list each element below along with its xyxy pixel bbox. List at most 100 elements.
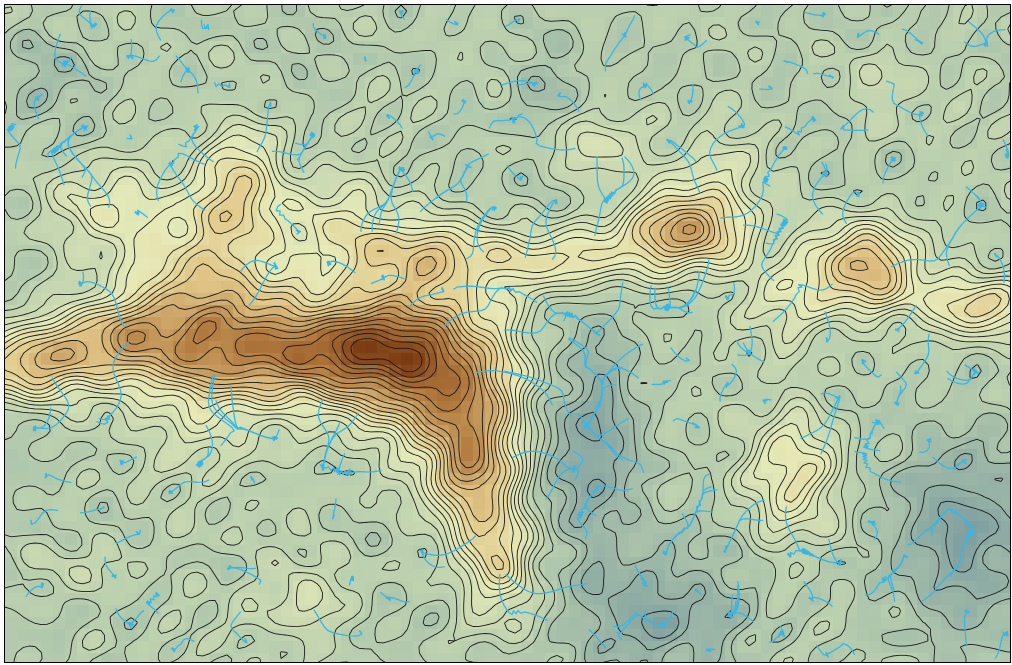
contour-line bbox=[575, 411, 1000, 639]
stream-segment bbox=[524, 199, 557, 258]
stream-segment bbox=[134, 209, 148, 218]
stream-segment bbox=[385, 596, 410, 603]
contour-line bbox=[50, 217, 705, 482]
stream-segment bbox=[616, 614, 666, 640]
stream-segment bbox=[476, 369, 553, 406]
stream-segment bbox=[772, 283, 833, 323]
stream-segment bbox=[312, 22, 327, 40]
stream-segment bbox=[62, 56, 73, 67]
stream-segment bbox=[890, 225, 962, 268]
stream-segment bbox=[337, 470, 351, 476]
stream-segment bbox=[949, 534, 970, 578]
stream-segment bbox=[709, 123, 745, 171]
stream-segment bbox=[511, 450, 576, 473]
stream-segment bbox=[742, 342, 751, 355]
stream-segment bbox=[588, 629, 607, 649]
stream-segment bbox=[128, 621, 134, 629]
stream-segment bbox=[298, 132, 315, 173]
stream-segment bbox=[755, 20, 761, 26]
stream-segment bbox=[250, 475, 256, 484]
stream-segment bbox=[666, 138, 701, 194]
stream-segment bbox=[886, 80, 924, 117]
stream-segment bbox=[813, 72, 834, 79]
stream-segment bbox=[326, 260, 356, 274]
stream-segment bbox=[510, 115, 576, 151]
stream-segment bbox=[89, 10, 98, 28]
stream-segment bbox=[47, 125, 88, 158]
stream-segment bbox=[596, 156, 609, 204]
contour-line bbox=[117, 224, 697, 476]
stream-segment bbox=[977, 203, 987, 208]
stream-segment bbox=[856, 30, 880, 38]
stream-segment bbox=[604, 32, 627, 72]
stream-segment bbox=[429, 133, 446, 141]
stream-segment bbox=[724, 363, 738, 388]
contour-line bbox=[22, 39, 1010, 662]
stream-segment bbox=[321, 452, 346, 474]
topographic-map[interactable] bbox=[4, 4, 1011, 663]
stream-segment bbox=[105, 341, 130, 420]
stream-segment bbox=[80, 506, 105, 514]
stream-segment bbox=[381, 274, 405, 281]
stream-segment bbox=[840, 108, 874, 130]
stream-segment bbox=[882, 156, 896, 184]
stream-segment bbox=[214, 82, 231, 88]
stream-segment bbox=[963, 609, 970, 647]
stream-segment bbox=[672, 417, 700, 429]
stream-segment bbox=[32, 377, 70, 431]
contour-line bbox=[34, 212, 869, 490]
contour-line bbox=[5, 134, 1010, 599]
stream-segment bbox=[871, 419, 881, 435]
stream-segment bbox=[30, 509, 59, 526]
stream-segment bbox=[557, 92, 580, 112]
stream-segment bbox=[180, 67, 191, 83]
stream-segment bbox=[178, 126, 199, 148]
stream-segment bbox=[894, 385, 902, 406]
stream-segment bbox=[759, 85, 773, 91]
stream-segment bbox=[67, 130, 93, 207]
stream-segment bbox=[662, 510, 713, 554]
stream-segment bbox=[662, 380, 671, 385]
stream-segment bbox=[762, 398, 772, 405]
stream-segment bbox=[1002, 139, 1010, 159]
stream-segment bbox=[869, 520, 879, 541]
contour-line bbox=[19, 208, 891, 523]
stream-segment bbox=[724, 518, 764, 551]
stream-segment bbox=[200, 19, 210, 30]
stream-segment bbox=[576, 490, 595, 540]
contour-line bbox=[5, 157, 1010, 585]
stream-segment bbox=[476, 205, 496, 253]
stream-segment bbox=[145, 591, 160, 614]
stream-segment bbox=[167, 479, 210, 495]
stream-segment bbox=[783, 60, 809, 75]
contour-line bbox=[192, 318, 470, 412]
stream-segment bbox=[331, 498, 337, 520]
stream-segment bbox=[595, 281, 624, 337]
contour-line bbox=[5, 166, 1002, 579]
stream-segment bbox=[589, 367, 639, 422]
stream-segment bbox=[227, 564, 262, 585]
stream-segment bbox=[498, 573, 548, 622]
contour-line bbox=[282, 323, 461, 397]
stream-segment bbox=[197, 424, 214, 466]
stream-segment bbox=[170, 637, 195, 653]
stream-segment bbox=[956, 459, 967, 466]
stream-segment bbox=[168, 152, 205, 167]
map-canvas bbox=[5, 5, 1010, 662]
stream-segment bbox=[313, 609, 363, 637]
stream-segment bbox=[634, 565, 648, 587]
stream-segment bbox=[670, 347, 691, 362]
contour-line bbox=[341, 332, 430, 378]
stream-segment bbox=[720, 176, 769, 219]
stream-segment bbox=[445, 19, 459, 26]
stream-segment bbox=[914, 39, 924, 45]
stream-segment bbox=[77, 281, 125, 328]
stream-segment bbox=[545, 465, 576, 500]
stream-segment bbox=[861, 359, 883, 378]
stream-segment bbox=[453, 285, 538, 303]
stream-segment bbox=[420, 535, 476, 556]
stream-segment bbox=[390, 167, 406, 234]
stream-segment bbox=[854, 450, 902, 483]
stream-segment bbox=[907, 508, 974, 546]
stream-network bbox=[6, 5, 1010, 659]
